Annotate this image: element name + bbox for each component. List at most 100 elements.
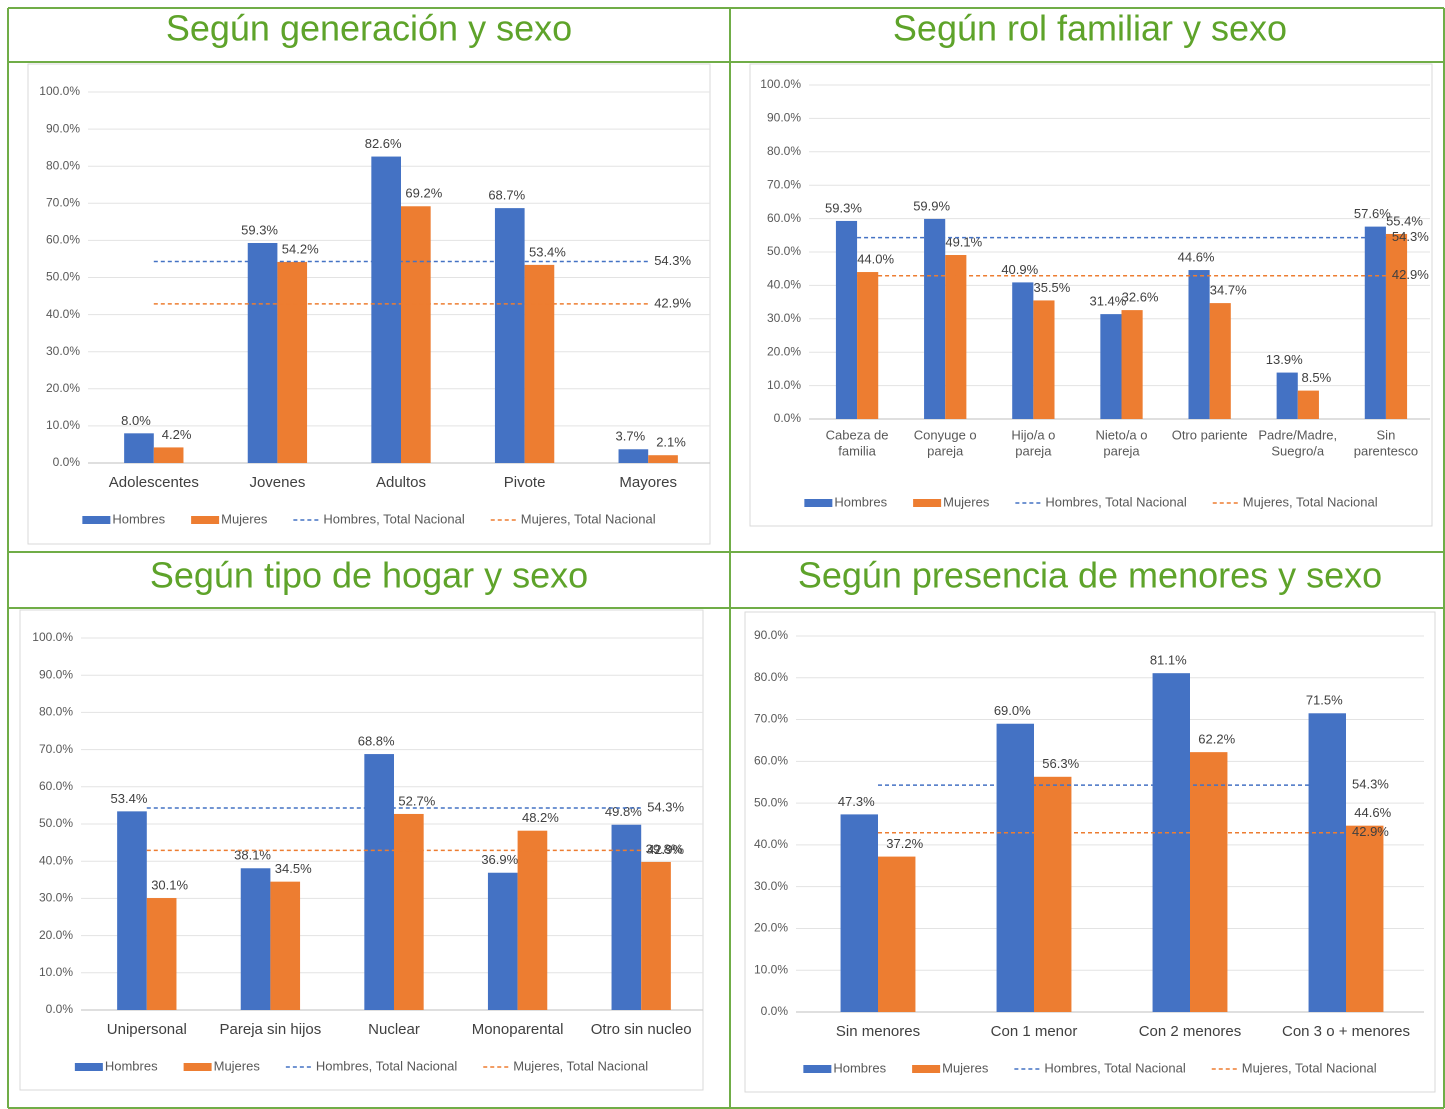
- legend-swatch: [183, 1063, 212, 1071]
- y-tick-label: 20.0%: [754, 921, 788, 935]
- legend-label: Mujeres, Total Nacional: [1242, 1060, 1377, 1075]
- y-tick-label: 50.0%: [39, 816, 73, 830]
- x-tick-label: pareja: [927, 443, 964, 458]
- y-tick-label: 10.0%: [754, 962, 788, 976]
- y-tick-label: 0.0%: [774, 411, 802, 425]
- reference-label: 42.9%: [647, 842, 684, 857]
- chart-frame: [27, 63, 711, 545]
- data-label: 3.7%: [616, 429, 646, 444]
- legend-label: Hombres: [834, 494, 887, 509]
- y-tick-label: 0.0%: [46, 1002, 74, 1016]
- bar: [1308, 713, 1346, 1012]
- x-tick-label: Con 2 menores: [1139, 1023, 1242, 1040]
- bar: [487, 872, 518, 1010]
- data-label: 69.0%: [994, 703, 1031, 718]
- x-tick-label: Sin: [1377, 427, 1396, 442]
- data-label: 57.6%: [1354, 206, 1391, 221]
- legend-swatch: [913, 499, 942, 507]
- table-frame: [7, 7, 1445, 1109]
- data-label: 40.9%: [1001, 262, 1038, 277]
- bar: [1012, 282, 1034, 419]
- x-tick-label: familia: [838, 443, 876, 458]
- y-tick-label: 60.0%: [767, 211, 801, 225]
- data-label: 59.3%: [241, 222, 278, 237]
- reference-label: 42.9%: [1352, 824, 1389, 839]
- reference-label: 54.3%: [1352, 777, 1389, 792]
- bar: [618, 449, 649, 463]
- legend-swatch: [74, 1063, 103, 1071]
- bar: [517, 830, 548, 1010]
- data-label: 55.4%: [1386, 213, 1423, 228]
- bar: [247, 242, 278, 463]
- x-tick-label: Jovenes: [249, 474, 305, 491]
- legend-label: Hombres: [105, 1058, 158, 1073]
- reference-label: 42.9%: [654, 295, 691, 310]
- data-label: 32.6%: [1122, 290, 1159, 305]
- chart-frame: [749, 63, 1433, 527]
- chart-frame: [744, 611, 1436, 1093]
- y-tick-label: 40.0%: [754, 837, 788, 851]
- x-tick-label: Nieto/a o: [1095, 427, 1147, 442]
- legend-label: Hombres, Total Nacional: [316, 1058, 457, 1073]
- y-tick-label: 60.0%: [39, 779, 73, 793]
- data-label: 4.2%: [162, 427, 192, 442]
- bar: [524, 264, 555, 463]
- y-tick-label: 70.0%: [39, 742, 73, 756]
- legend-label: Mujeres: [221, 511, 268, 526]
- data-label: 31.4%: [1089, 294, 1126, 309]
- y-tick-label: 50.0%: [754, 795, 788, 809]
- y-tick-label: 10.0%: [767, 378, 801, 392]
- data-label: 62.2%: [1198, 732, 1235, 747]
- data-label: 68.8%: [358, 734, 395, 749]
- bar: [277, 261, 308, 463]
- legend-swatch: [804, 499, 833, 507]
- chart-frame: [19, 609, 704, 1091]
- y-tick-label: 40.0%: [39, 853, 73, 867]
- y-tick-label: 90.0%: [39, 667, 73, 681]
- y-tick-label: 80.0%: [767, 144, 801, 158]
- legend: Hombres Mujeres Hombres, Total Nacional Muj…: [804, 494, 1378, 509]
- bar: [641, 861, 671, 1010]
- y-tick-label: 20.0%: [39, 928, 73, 942]
- data-label: 59.9%: [913, 198, 950, 213]
- bar: [1276, 372, 1298, 419]
- y-tick-label: 70.0%: [46, 195, 80, 209]
- y-tick-label: 10.0%: [39, 965, 73, 979]
- data-label: 2.1%: [656, 435, 686, 450]
- bar: [996, 723, 1034, 1012]
- bar: [371, 156, 401, 463]
- chart-title: Según generación y sexo: [166, 8, 572, 49]
- legend: Hombres Mujeres Hombres, Total Nacional Muj…: [803, 1060, 1377, 1075]
- reference-label: 54.3%: [654, 253, 691, 268]
- y-tick-label: 30.0%: [754, 879, 788, 893]
- legend-label: Hombres, Total Nacional: [1044, 1060, 1185, 1075]
- data-label: 69.2%: [405, 186, 442, 201]
- x-tick-label: Hijo/a o: [1011, 427, 1055, 442]
- bar: [494, 208, 525, 463]
- y-tick-label: 50.0%: [767, 244, 801, 258]
- data-label: 49.8%: [605, 804, 642, 819]
- data-label: 37.2%: [886, 836, 923, 851]
- bar: [117, 811, 147, 1010]
- data-label: 59.3%: [825, 200, 862, 215]
- legend: Hombres Mujeres Hombres, Total Nacional Muj…: [74, 1058, 648, 1073]
- data-label: 44.0%: [857, 251, 894, 266]
- bar: [835, 220, 858, 419]
- x-tick-label: Padre/Madre,: [1258, 427, 1337, 442]
- y-tick-label: 40.0%: [767, 278, 801, 292]
- x-tick-label: Pivote: [504, 474, 546, 491]
- bar: [1364, 226, 1386, 419]
- bar: [1100, 314, 1122, 419]
- bar: [1209, 303, 1231, 419]
- data-label: 30.1%: [151, 877, 188, 892]
- x-tick-label: Pareja sin hijos: [220, 1021, 322, 1038]
- data-label: 44.6%: [1178, 249, 1215, 264]
- bar: [1033, 300, 1055, 419]
- data-label: 38.1%: [234, 848, 271, 863]
- legend-label: Mujeres, Total Nacional: [513, 1058, 648, 1073]
- data-label: 44.6%: [1354, 805, 1391, 820]
- bar: [648, 455, 678, 463]
- reference-label: 42.9%: [1392, 267, 1429, 282]
- y-tick-label: 20.0%: [767, 344, 801, 358]
